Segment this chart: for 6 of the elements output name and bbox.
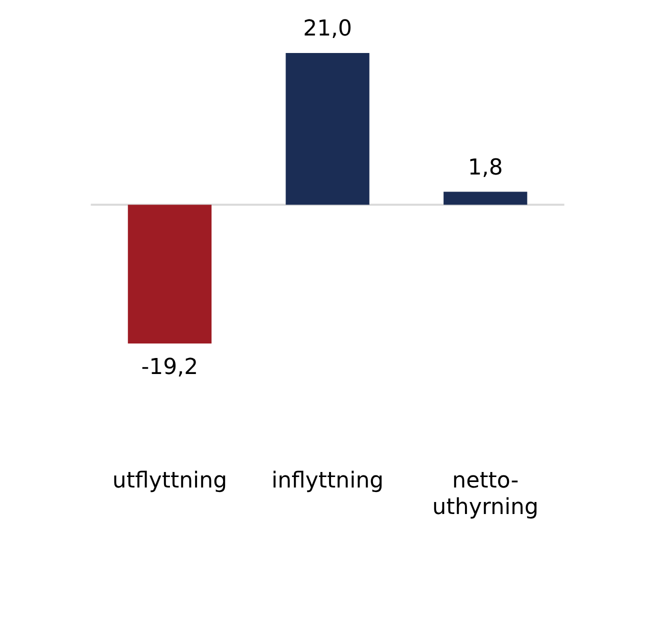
x-tick-label: netto-uthyrning <box>432 468 538 520</box>
x-tick-label: utflyttning <box>112 468 228 494</box>
data-label: 1,8 <box>468 155 503 180</box>
data-label: 21,0 <box>303 16 352 42</box>
data-label: -19,2 <box>141 355 198 380</box>
x-tick-label: inflyttning <box>271 468 384 494</box>
